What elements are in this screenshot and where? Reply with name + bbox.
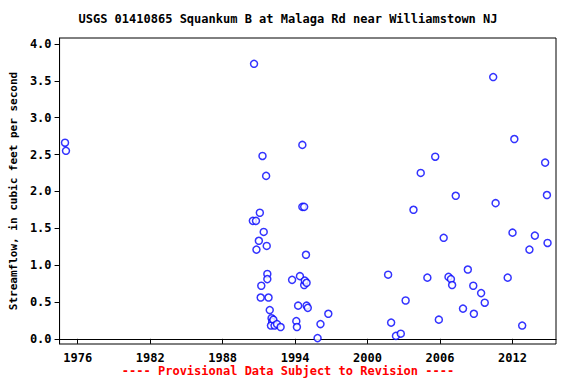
svg-text:2.0: 2.0 bbox=[30, 184, 52, 198]
svg-text:2012: 2012 bbox=[498, 351, 527, 365]
svg-text:0.5: 0.5 bbox=[30, 295, 52, 309]
svg-text:1.5: 1.5 bbox=[30, 221, 52, 235]
svg-text:3.0: 3.0 bbox=[30, 111, 52, 125]
svg-text:1.0: 1.0 bbox=[30, 258, 52, 272]
svg-text:4.0: 4.0 bbox=[30, 37, 52, 51]
svg-text:USGS 01410865 Squankum B at Ma: USGS 01410865 Squankum B at Malaga Rd ne… bbox=[78, 12, 497, 26]
svg-text:2.5: 2.5 bbox=[30, 148, 52, 162]
svg-text:1976: 1976 bbox=[63, 351, 92, 365]
svg-text:---- Provisional Data Subject: ---- Provisional Data Subject to Revisio… bbox=[122, 364, 454, 378]
svg-text:1982: 1982 bbox=[136, 351, 165, 365]
svg-text:2000: 2000 bbox=[353, 351, 382, 365]
svg-text:3.5: 3.5 bbox=[30, 74, 52, 88]
svg-text:1988: 1988 bbox=[208, 351, 237, 365]
svg-text:2006: 2006 bbox=[426, 351, 455, 365]
svg-text:0.0: 0.0 bbox=[30, 332, 52, 346]
svg-text:Streamflow, in cubic feet per: Streamflow, in cubic feet per second bbox=[7, 72, 20, 310]
svg-text:1994: 1994 bbox=[281, 351, 310, 365]
